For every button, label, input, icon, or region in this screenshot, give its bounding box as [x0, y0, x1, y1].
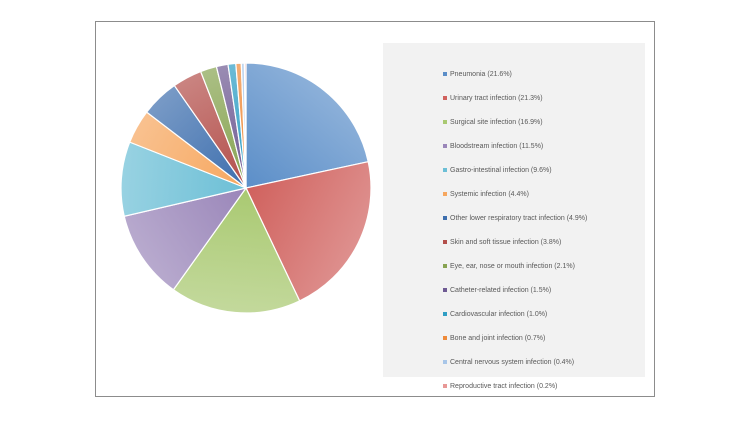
legend-swatch — [443, 144, 447, 148]
legend-swatch — [443, 336, 447, 340]
legend-swatch — [443, 96, 447, 100]
pie-slice — [123, 187, 247, 291]
pie-slice — [245, 161, 372, 302]
legend-swatch — [443, 384, 447, 388]
legend-swatch — [443, 240, 447, 244]
legend-item: Other lower respiratory tract infection … — [383, 211, 587, 225]
legend-swatch — [443, 168, 447, 172]
legend-swatch — [443, 312, 447, 316]
legend-swatch — [443, 360, 447, 364]
chart-frame: Pneumonia (21.6%) Urinary tract infection… — [95, 21, 655, 397]
legend-label: Pneumonia (21.6%) — [450, 70, 512, 78]
legend-label: Gastro-intestinal infection (9.6%) — [450, 166, 552, 174]
legend-item: Surgical site infection (16.9%) — [383, 115, 543, 129]
legend-swatch — [443, 264, 447, 268]
legend-label: Surgical site infection (16.9%) — [450, 118, 543, 126]
legend-label: Cardiovascular infection (1.0%) — [450, 310, 548, 318]
legend-item: Bloodstream infection (11.5%) — [383, 139, 543, 153]
legend-item: Central nervous system infection (0.4%) — [383, 355, 574, 369]
legend-label: Central nervous system infection (0.4%) — [450, 358, 575, 366]
legend-item: Systemic infection (4.4%) — [383, 187, 529, 201]
pie-slice — [243, 62, 247, 189]
legend-item: Pneumonia (21.6%) — [383, 67, 512, 81]
legend-label: Urinary tract infection (21.3%) — [450, 94, 543, 102]
legend-label: Systemic infection (4.4%) — [450, 190, 529, 198]
legend-swatch — [443, 288, 447, 292]
legend-item: Gastro-intestinal infection (9.6%) — [383, 163, 552, 177]
legend-item: Skin and soft tissue infection (3.8%) — [383, 235, 561, 249]
pie-chart — [120, 62, 372, 314]
legend-item: Catheter-related infection (1.5%) — [383, 283, 551, 297]
legend-item: Reproductive tract infection (0.2%) — [383, 379, 557, 393]
legend-item: Eye, ear, nose or mouth infection (2.1%) — [383, 259, 575, 273]
legend-swatch — [443, 216, 447, 220]
legend-swatch — [443, 192, 447, 196]
legend-label: Eye, ear, nose or mouth infection (2.1%) — [450, 262, 575, 270]
legend-label: Reproductive tract infection (0.2%) — [450, 382, 558, 390]
pie-slice — [172, 187, 301, 314]
legend-swatch — [443, 72, 447, 76]
legend-label: Bone and joint infection (0.7%) — [450, 334, 546, 342]
legend-label: Other lower respiratory tract infection … — [450, 214, 588, 222]
chart-legend: Pneumonia (21.6%) Urinary tract infection… — [383, 43, 645, 390]
legend-label: Bloodstream infection (11.5%) — [450, 142, 544, 150]
legend-item: Cardiovascular infection (1.0%) — [383, 307, 547, 321]
pie-slice — [120, 141, 247, 217]
legend-item: Urinary tract infection (21.3%) — [383, 91, 543, 105]
legend-swatch — [443, 120, 447, 124]
pie-slice — [245, 62, 369, 189]
legend-label: Catheter-related infection (1.5%) — [450, 286, 552, 294]
legend-label: Skin and soft tissue infection (3.8%) — [450, 238, 562, 246]
legend-item: Bone and joint infection (0.7%) — [383, 331, 545, 345]
